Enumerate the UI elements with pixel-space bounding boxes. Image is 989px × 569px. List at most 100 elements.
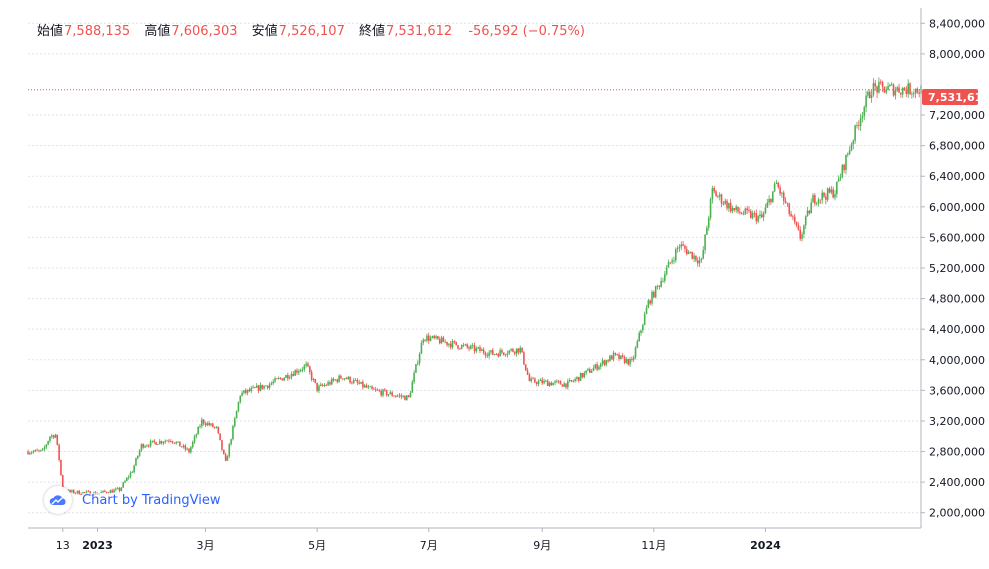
candle-body (248, 389, 251, 392)
candle-body (847, 153, 849, 155)
candle-body (638, 332, 640, 342)
candle-body (405, 395, 408, 401)
x-axis-ticks: 13 2023 3月 5月 7月 9月 11月 2024 (56, 528, 781, 552)
candle-body (285, 375, 287, 378)
candle-body (259, 384, 262, 391)
candle-body (237, 402, 240, 411)
candle-body (848, 150, 851, 154)
candle-body (903, 87, 906, 91)
candle-body (41, 449, 44, 451)
candle-body (581, 372, 584, 378)
candle-body (385, 390, 388, 396)
candle-body (764, 207, 767, 214)
candle-body (435, 336, 437, 338)
candle-body (911, 93, 913, 95)
candle-body (689, 251, 692, 253)
candle-body (351, 382, 353, 384)
candle-body (116, 488, 119, 489)
candle-body (757, 216, 759, 222)
candle-body (530, 378, 533, 382)
candle-body (155, 442, 157, 445)
x-tick-label: 7月 (420, 539, 438, 552)
candle-body (80, 494, 82, 495)
candle-body (702, 250, 705, 259)
y-tick-label: 4,800,000 (929, 293, 985, 306)
candle-body (477, 347, 479, 349)
open-label: 始値 (37, 24, 64, 39)
candle-body (768, 198, 770, 203)
candle-body (268, 384, 271, 388)
candle-body (301, 369, 304, 371)
high-label: 高値 (144, 24, 171, 39)
candle-body (263, 385, 265, 389)
y-tick-label: 6,000,000 (929, 201, 985, 214)
candle-body (160, 441, 163, 444)
candle-body (548, 382, 551, 386)
candle-body (645, 307, 648, 315)
candle-body (598, 366, 600, 370)
candle-body (700, 258, 703, 261)
candle-body (310, 372, 313, 380)
candle-body (481, 349, 483, 352)
candle-body (733, 208, 736, 210)
branding-text: Chart by TradingView (82, 492, 221, 508)
candle-body (180, 446, 183, 448)
candle-body (468, 347, 470, 349)
candle-body (493, 354, 496, 355)
candle-body (572, 381, 575, 382)
candle-body (561, 384, 564, 387)
candle-body (356, 380, 359, 383)
candle-body (850, 144, 853, 151)
candle-body (40, 449, 42, 451)
candle-body (111, 490, 113, 493)
candle-body (345, 378, 348, 380)
candle-body (770, 198, 772, 203)
candle-body (786, 202, 789, 204)
candle-body (175, 442, 178, 444)
candle-body (395, 396, 397, 397)
candle-body (332, 378, 335, 381)
candle-body (221, 440, 223, 450)
candle-body (512, 349, 514, 352)
y-tick-label: 7,200,000 (929, 109, 985, 122)
candle-body (739, 211, 741, 213)
candle-body (746, 208, 748, 211)
candle-body (852, 140, 855, 145)
candle-body (748, 210, 750, 212)
candle-body (859, 118, 862, 126)
candle-body (217, 426, 220, 434)
candle-body (124, 481, 126, 483)
candle-body (446, 341, 448, 345)
candle-body (870, 95, 873, 99)
candle-body (416, 363, 419, 365)
candle-body (658, 285, 661, 287)
candle-body (296, 370, 298, 373)
candle-body (171, 441, 174, 443)
candle-body (623, 356, 626, 363)
candle-body (817, 199, 820, 204)
candle-body (457, 345, 459, 349)
candle-body (671, 260, 673, 263)
candle-body (491, 350, 494, 355)
candle-body (797, 225, 800, 230)
candle-body (74, 492, 77, 494)
candle-body (102, 490, 104, 493)
candle-body (590, 371, 593, 373)
candle-body (605, 360, 608, 365)
candle-body (879, 81, 882, 83)
candle-body (506, 353, 509, 355)
candle-body (636, 341, 639, 348)
y-tick-label: 6,400,000 (929, 170, 985, 183)
candle-body (30, 452, 33, 454)
candle-body (729, 203, 732, 212)
candle-body (874, 83, 877, 87)
candle-body (431, 336, 434, 338)
candle-body (235, 410, 238, 419)
ohlc-legend: 始値7,588,135 高値7,606,303 安値7,526,107 終値7,… (37, 20, 585, 39)
candle-body (362, 381, 364, 388)
candle-body (462, 345, 465, 346)
candle-body (140, 444, 143, 451)
candle-body (186, 448, 189, 450)
candle-body (34, 449, 37, 452)
tradingview-branding[interactable]: Chart by TradingView (44, 486, 221, 514)
